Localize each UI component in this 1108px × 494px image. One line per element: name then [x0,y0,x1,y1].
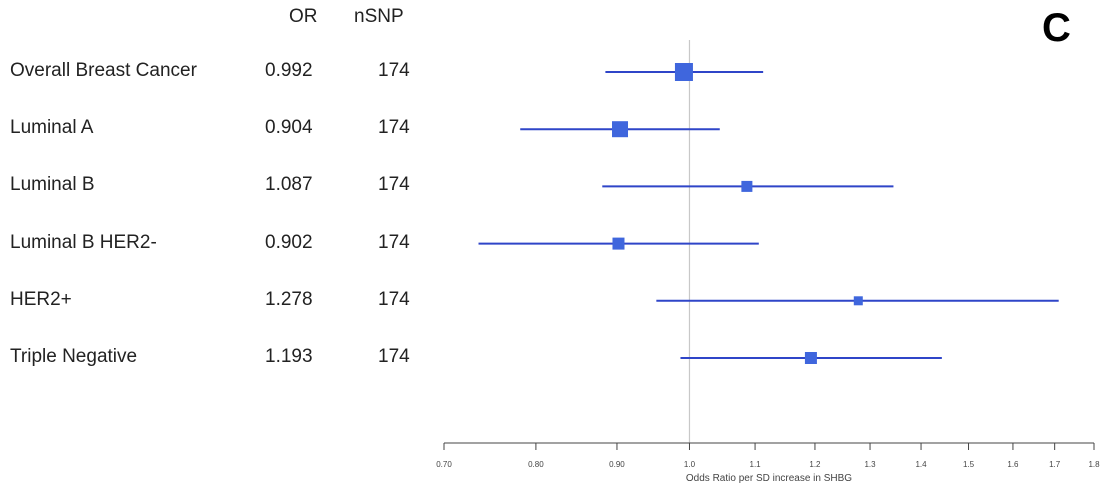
row-or-value: 1.087 [265,174,313,196]
x-tick-label: 1.2 [809,460,821,469]
row-label: Luminal A [10,117,94,139]
or-marker [612,121,629,138]
row-nsnp-value: 174 [378,288,410,310]
row-nsnp-value: 174 [378,174,410,196]
row-or-value: 0.992 [265,60,313,81]
x-tick-label: 1.1 [750,460,762,469]
row-label: Luminal B [10,174,95,196]
row-or-value: 1.278 [265,288,313,310]
x-tick-label: 0.70 [436,460,452,469]
x-tick-label: 1.0 [684,460,696,469]
row-or-value: 1.193 [265,346,313,367]
panel-letter: C [1042,6,1071,50]
x-tick-label: 1.3 [864,460,876,469]
x-tick-label: 1.6 [1007,460,1019,469]
x-tick-label: 0.90 [609,460,625,469]
row-nsnp-value: 174 [378,117,410,139]
or-marker [804,352,817,364]
or-marker [612,237,625,250]
x-tick-label: 1.4 [915,460,927,469]
x-tick-label: 1.7 [1049,460,1061,469]
or-marker [741,180,753,192]
row-or-value: 0.902 [265,231,313,253]
or-column-header: OR [289,6,318,27]
row-nsnp-value: 174 [378,346,410,367]
row-label: Overall Breast Cancer [10,60,197,81]
x-tick-label: 0.80 [528,460,544,469]
or-marker [853,296,863,306]
row-nsnp-value: 174 [378,231,410,253]
or-marker [674,63,693,81]
row-nsnp-value: 174 [378,60,410,81]
row-label: HER2+ [10,288,72,310]
row-label: Luminal B HER2- [10,231,157,253]
row-label: Triple Negative [10,346,138,367]
x-tick-label: 1.5 [963,460,975,469]
x-tick-label: 1.8 [1088,460,1100,469]
x-axis-title: Odds Ratio per SD increase in SHBG [686,473,852,484]
nsnp-column-header: nSNP [354,6,404,27]
row-or-value: 0.904 [265,117,313,139]
